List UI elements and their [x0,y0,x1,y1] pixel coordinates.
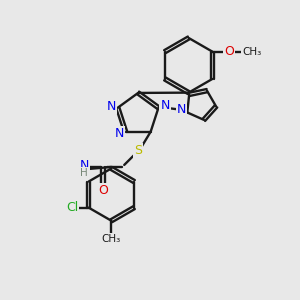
Text: CH₃: CH₃ [102,234,121,244]
Text: Cl: Cl [66,201,79,214]
Text: N: N [80,159,89,172]
Text: CH₃: CH₃ [242,46,262,57]
Text: N: N [114,127,124,140]
Text: N: N [106,100,116,113]
Text: O: O [98,184,108,197]
Text: N: N [160,99,170,112]
Text: N: N [177,103,186,116]
Text: O: O [224,45,234,58]
Text: S: S [134,145,142,158]
Text: H: H [80,168,88,178]
